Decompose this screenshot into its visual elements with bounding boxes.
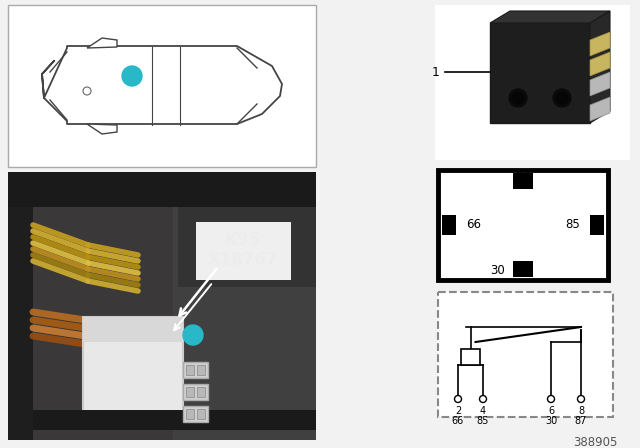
Text: 85: 85 xyxy=(565,219,580,232)
Bar xyxy=(186,409,194,419)
Circle shape xyxy=(556,92,568,104)
Bar xyxy=(442,215,456,235)
Bar xyxy=(438,292,613,417)
Text: 8: 8 xyxy=(578,406,584,416)
Bar xyxy=(186,387,194,397)
Polygon shape xyxy=(590,32,610,56)
Bar xyxy=(513,261,533,277)
Polygon shape xyxy=(590,11,610,123)
Circle shape xyxy=(509,89,527,107)
Bar xyxy=(83,317,183,342)
Text: K95: K95 xyxy=(225,231,261,249)
Bar xyxy=(183,406,208,422)
Text: 1: 1 xyxy=(432,65,440,78)
Bar xyxy=(196,222,291,280)
Text: 2: 2 xyxy=(455,406,461,416)
Circle shape xyxy=(547,396,554,402)
Text: 66: 66 xyxy=(466,219,481,232)
Bar xyxy=(33,207,173,440)
Text: 30: 30 xyxy=(545,416,557,426)
Bar xyxy=(8,5,316,167)
Text: 388905: 388905 xyxy=(573,435,617,448)
Circle shape xyxy=(183,325,203,345)
Circle shape xyxy=(553,89,571,107)
Bar xyxy=(83,317,183,427)
Circle shape xyxy=(577,396,584,402)
Polygon shape xyxy=(490,11,610,23)
Bar xyxy=(461,349,480,365)
Bar xyxy=(8,207,33,440)
Circle shape xyxy=(479,396,486,402)
Bar xyxy=(8,172,316,440)
Circle shape xyxy=(512,92,524,104)
Bar xyxy=(197,365,205,375)
Bar xyxy=(183,384,208,400)
Polygon shape xyxy=(87,124,117,134)
Text: 85: 85 xyxy=(477,416,489,426)
Bar xyxy=(513,173,533,189)
Bar xyxy=(490,23,590,123)
Bar xyxy=(438,170,608,280)
Text: X18767: X18767 xyxy=(208,251,278,269)
Bar xyxy=(8,172,316,207)
Bar xyxy=(197,387,205,397)
Polygon shape xyxy=(87,38,117,48)
Bar xyxy=(590,215,604,235)
Polygon shape xyxy=(590,72,610,96)
Circle shape xyxy=(122,66,142,86)
Bar xyxy=(173,207,316,440)
Text: 4: 4 xyxy=(480,406,486,416)
Polygon shape xyxy=(590,97,610,121)
Text: 1: 1 xyxy=(189,330,197,340)
Text: 66: 66 xyxy=(452,416,464,426)
Polygon shape xyxy=(590,52,610,76)
Bar xyxy=(186,365,194,375)
Text: 30: 30 xyxy=(490,263,505,276)
Text: 87: 87 xyxy=(575,416,587,426)
Bar xyxy=(197,409,205,419)
Circle shape xyxy=(83,87,91,95)
Circle shape xyxy=(454,396,461,402)
Bar xyxy=(178,207,316,287)
Bar xyxy=(183,362,208,378)
Bar xyxy=(33,410,316,430)
Bar xyxy=(435,5,630,160)
Text: 6: 6 xyxy=(548,406,554,416)
Text: 1: 1 xyxy=(128,71,136,81)
Text: 87: 87 xyxy=(516,170,531,183)
